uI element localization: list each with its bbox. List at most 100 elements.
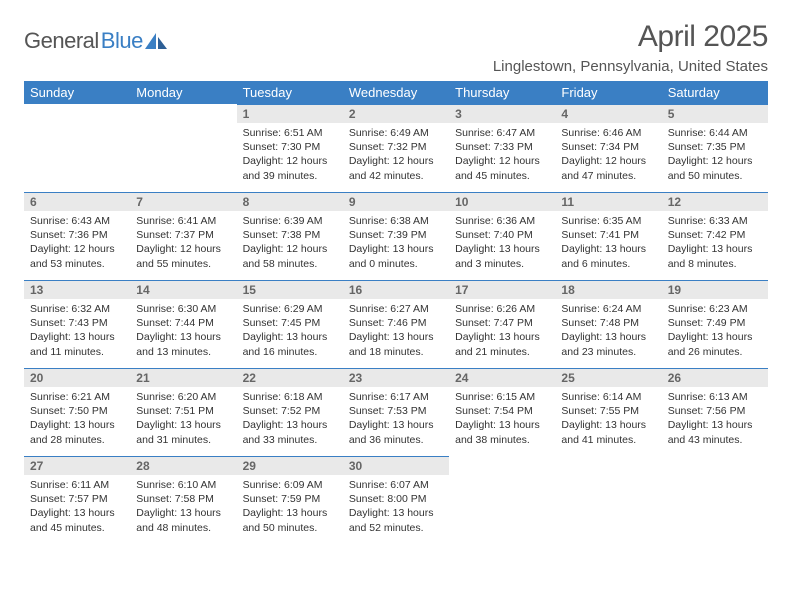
day-detail-line: Sunrise: 6:32 AM (30, 302, 124, 316)
day-detail-line: and 42 minutes. (349, 169, 443, 183)
day-details: Sunrise: 6:18 AMSunset: 7:52 PMDaylight:… (237, 387, 343, 447)
day-detail-line: Daylight: 12 hours (243, 242, 337, 256)
calendar-cell: . (130, 104, 236, 192)
day-detail-line: Sunrise: 6:46 AM (561, 126, 655, 140)
day-details: Sunrise: 6:43 AMSunset: 7:36 PMDaylight:… (24, 211, 130, 271)
calendar-table: SundayMondayTuesdayWednesdayThursdayFrid… (24, 81, 768, 544)
day-header: Monday (130, 81, 236, 104)
day-details: Sunrise: 6:39 AMSunset: 7:38 PMDaylight:… (237, 211, 343, 271)
day-details: Sunrise: 6:15 AMSunset: 7:54 PMDaylight:… (449, 387, 555, 447)
day-details: Sunrise: 6:21 AMSunset: 7:50 PMDaylight:… (24, 387, 130, 447)
calendar-cell: 22Sunrise: 6:18 AMSunset: 7:52 PMDayligh… (237, 368, 343, 456)
location-text: Linglestown, Pennsylvania, United States (493, 58, 768, 75)
logo-sail-icon (145, 33, 167, 49)
day-detail-line: Daylight: 13 hours (243, 330, 337, 344)
day-details: Sunrise: 6:07 AMSunset: 8:00 PMDaylight:… (343, 475, 449, 535)
day-details: Sunrise: 6:33 AMSunset: 7:42 PMDaylight:… (662, 211, 768, 271)
day-details: Sunrise: 6:24 AMSunset: 7:48 PMDaylight:… (555, 299, 661, 359)
day-detail-line: Sunrise: 6:47 AM (455, 126, 549, 140)
day-number: 20 (24, 368, 130, 387)
day-details: Sunrise: 6:49 AMSunset: 7:32 PMDaylight:… (343, 123, 449, 183)
calendar-cell: 11Sunrise: 6:35 AMSunset: 7:41 PMDayligh… (555, 192, 661, 280)
calendar-body: ..1Sunrise: 6:51 AMSunset: 7:30 PMDaylig… (24, 104, 768, 544)
day-number: 3 (449, 104, 555, 123)
day-detail-line: and 0 minutes. (349, 257, 443, 271)
day-detail-line: Sunset: 7:53 PM (349, 404, 443, 418)
calendar-cell: 15Sunrise: 6:29 AMSunset: 7:45 PMDayligh… (237, 280, 343, 368)
calendar-page: GeneralBlue April 2025 Linglestown, Penn… (0, 0, 792, 544)
day-detail-line: Daylight: 13 hours (455, 242, 549, 256)
logo-text-gray: General (24, 28, 99, 54)
day-detail-line: Sunset: 7:45 PM (243, 316, 337, 330)
day-detail-line: and 13 minutes. (136, 345, 230, 359)
day-detail-line: Daylight: 13 hours (136, 330, 230, 344)
month-title: April 2025 (493, 20, 768, 54)
calendar-cell: 12Sunrise: 6:33 AMSunset: 7:42 PMDayligh… (662, 192, 768, 280)
day-detail-line: Daylight: 13 hours (561, 418, 655, 432)
day-number: 13 (24, 280, 130, 299)
day-details: Sunrise: 6:09 AMSunset: 7:59 PMDaylight:… (237, 475, 343, 535)
day-number: 24 (449, 368, 555, 387)
day-header: Tuesday (237, 81, 343, 104)
day-detail-line: and 31 minutes. (136, 433, 230, 447)
day-details: Sunrise: 6:26 AMSunset: 7:47 PMDaylight:… (449, 299, 555, 359)
day-detail-line: and 45 minutes. (455, 169, 549, 183)
day-number: 21 (130, 368, 236, 387)
day-detail-line: Daylight: 13 hours (136, 418, 230, 432)
day-detail-line: Daylight: 12 hours (561, 154, 655, 168)
day-details: Sunrise: 6:35 AMSunset: 7:41 PMDaylight:… (555, 211, 661, 271)
day-detail-line: Sunrise: 6:49 AM (349, 126, 443, 140)
calendar-week-row: ..1Sunrise: 6:51 AMSunset: 7:30 PMDaylig… (24, 104, 768, 192)
day-number: 5 (662, 104, 768, 123)
day-detail-line: Daylight: 13 hours (668, 418, 762, 432)
day-detail-line: Sunset: 7:43 PM (30, 316, 124, 330)
day-detail-line: Daylight: 12 hours (30, 242, 124, 256)
day-detail-line: Sunrise: 6:17 AM (349, 390, 443, 404)
day-detail-line: and 58 minutes. (243, 257, 337, 271)
day-details: Sunrise: 6:46 AMSunset: 7:34 PMDaylight:… (555, 123, 661, 183)
day-detail-line: Daylight: 13 hours (30, 418, 124, 432)
day-detail-line: Sunrise: 6:27 AM (349, 302, 443, 316)
day-detail-line: Sunrise: 6:13 AM (668, 390, 762, 404)
day-detail-line: Sunrise: 6:09 AM (243, 478, 337, 492)
day-detail-line: Sunset: 7:34 PM (561, 140, 655, 154)
day-details: Sunrise: 6:13 AMSunset: 7:56 PMDaylight:… (662, 387, 768, 447)
day-detail-line: Sunset: 7:37 PM (136, 228, 230, 242)
day-detail-line: and 36 minutes. (349, 433, 443, 447)
day-details: Sunrise: 6:36 AMSunset: 7:40 PMDaylight:… (449, 211, 555, 271)
day-detail-line: Daylight: 13 hours (30, 506, 124, 520)
day-number: 14 (130, 280, 236, 299)
day-number: 27 (24, 456, 130, 475)
day-number: 28 (130, 456, 236, 475)
day-detail-line: Sunset: 7:40 PM (455, 228, 549, 242)
day-details: Sunrise: 6:20 AMSunset: 7:51 PMDaylight:… (130, 387, 236, 447)
title-block: April 2025 Linglestown, Pennsylvania, Un… (493, 20, 768, 75)
day-detail-line: Sunset: 7:38 PM (243, 228, 337, 242)
day-details: Sunrise: 6:44 AMSunset: 7:35 PMDaylight:… (662, 123, 768, 183)
day-detail-line: Sunrise: 6:10 AM (136, 478, 230, 492)
day-details: Sunrise: 6:10 AMSunset: 7:58 PMDaylight:… (130, 475, 236, 535)
day-detail-line: Daylight: 13 hours (349, 242, 443, 256)
day-details: Sunrise: 6:41 AMSunset: 7:37 PMDaylight:… (130, 211, 236, 271)
day-number: 29 (237, 456, 343, 475)
calendar-cell: 23Sunrise: 6:17 AMSunset: 7:53 PMDayligh… (343, 368, 449, 456)
day-header: Saturday (662, 81, 768, 104)
day-detail-line: Daylight: 12 hours (455, 154, 549, 168)
day-detail-line: and 3 minutes. (455, 257, 549, 271)
day-detail-line: Daylight: 12 hours (349, 154, 443, 168)
calendar-cell: 20Sunrise: 6:21 AMSunset: 7:50 PMDayligh… (24, 368, 130, 456)
day-detail-line: and 39 minutes. (243, 169, 337, 183)
day-detail-line: Sunset: 7:54 PM (455, 404, 549, 418)
day-details: Sunrise: 6:51 AMSunset: 7:30 PMDaylight:… (237, 123, 343, 183)
day-detail-line: Sunset: 7:47 PM (455, 316, 549, 330)
day-detail-line: Sunrise: 6:15 AM (455, 390, 549, 404)
calendar-cell: . (555, 456, 661, 544)
day-detail-line: and 16 minutes. (243, 345, 337, 359)
day-number: 11 (555, 192, 661, 211)
day-detail-line: Daylight: 13 hours (243, 418, 337, 432)
day-detail-line: Sunset: 7:55 PM (561, 404, 655, 418)
day-header: Wednesday (343, 81, 449, 104)
day-detail-line: and 11 minutes. (30, 345, 124, 359)
day-detail-line: Sunrise: 6:41 AM (136, 214, 230, 228)
day-detail-line: Daylight: 12 hours (136, 242, 230, 256)
